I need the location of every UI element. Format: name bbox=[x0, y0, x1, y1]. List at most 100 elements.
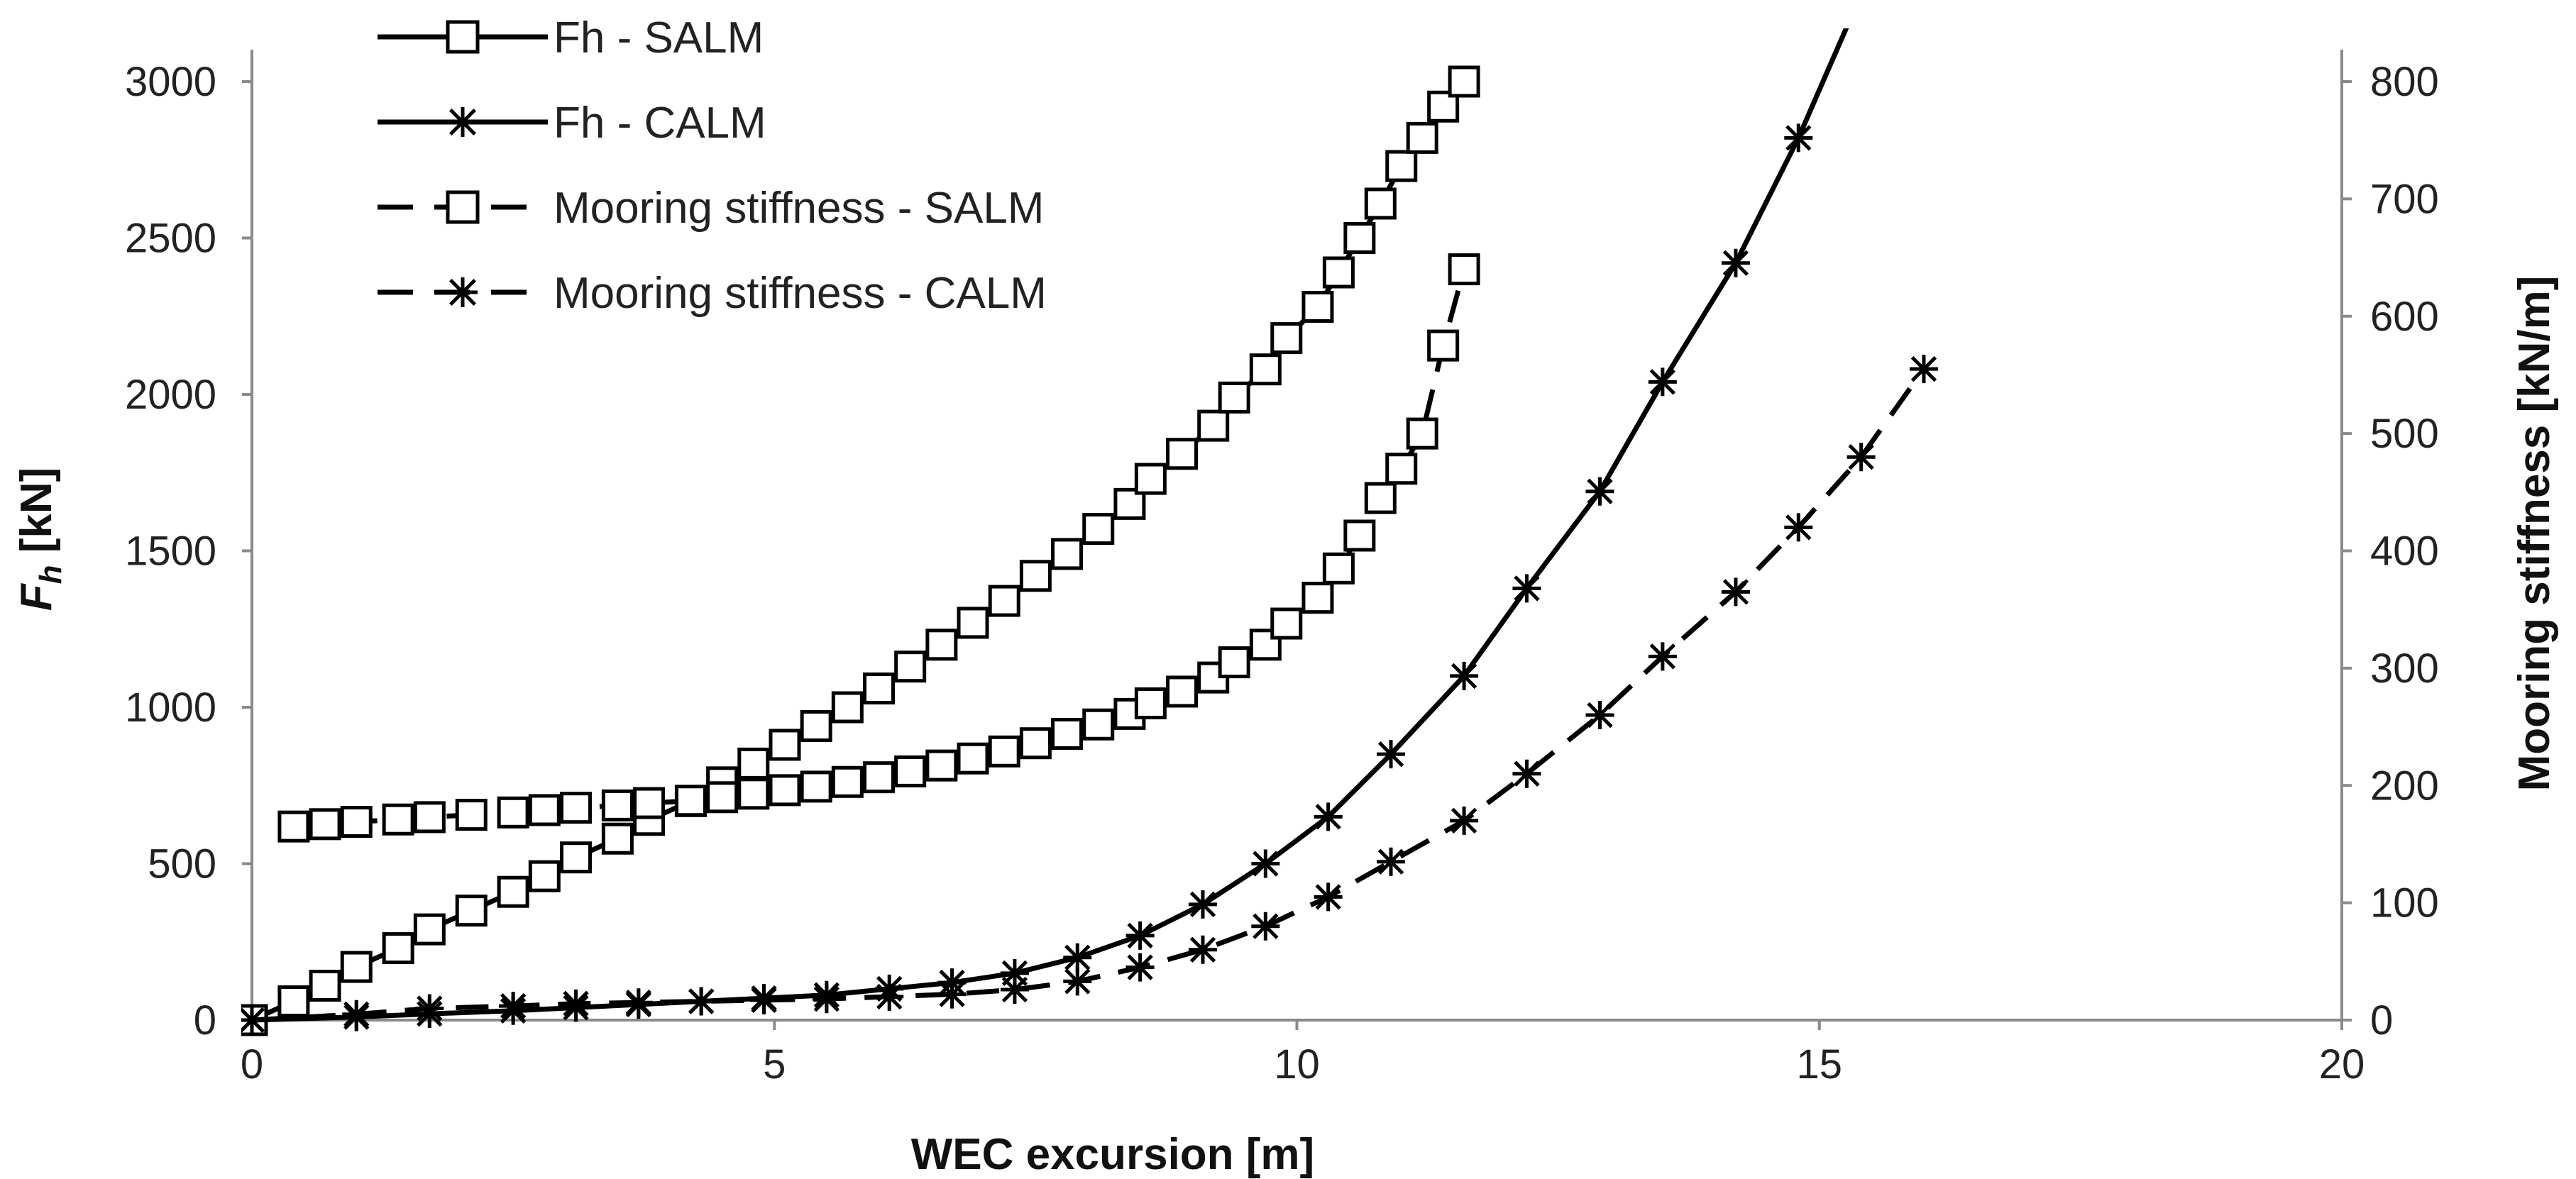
legend-label: Mooring stiffness - CALM bbox=[554, 269, 1047, 318]
data-point bbox=[1448, 65, 1480, 98]
data-point bbox=[1251, 849, 1280, 878]
data-point bbox=[633, 787, 666, 819]
legend-marker bbox=[448, 277, 478, 307]
data-point bbox=[455, 799, 488, 831]
data-point bbox=[340, 806, 373, 838]
x-axis-label: WEC excursion [m] bbox=[911, 1130, 1314, 1179]
y-left-label-main: F bbox=[12, 582, 61, 611]
series-layer bbox=[241, 0, 1938, 1036]
y-right-tick-label: 200 bbox=[2370, 763, 2439, 809]
data-point bbox=[415, 994, 444, 1023]
data-point bbox=[769, 729, 801, 761]
data-point bbox=[1019, 560, 1052, 592]
data-point bbox=[601, 789, 634, 821]
y-right-tick-label: 600 bbox=[2370, 294, 2439, 340]
data-point bbox=[1450, 661, 1479, 690]
data-point bbox=[1406, 121, 1438, 154]
data-point bbox=[1019, 727, 1052, 760]
data-point bbox=[1063, 943, 1092, 972]
data-point bbox=[499, 992, 528, 1021]
legend-label: Fh - SALM bbox=[554, 13, 764, 62]
data-point bbox=[277, 985, 310, 1018]
data-point bbox=[382, 932, 414, 965]
data-point bbox=[1648, 642, 1677, 671]
y-axis-right-label: Mooring stiffness [kN/m] bbox=[2510, 276, 2559, 792]
data-point bbox=[1847, 0, 1876, 9]
data-point bbox=[957, 742, 989, 775]
data-point bbox=[1051, 717, 1084, 750]
data-point bbox=[1166, 438, 1199, 470]
data-point bbox=[812, 985, 841, 1014]
data-point bbox=[1082, 708, 1115, 741]
legend-item: Mooring stiffness - SALM bbox=[378, 184, 1044, 233]
data-point bbox=[1249, 353, 1282, 386]
data-point bbox=[894, 755, 927, 787]
data-point bbox=[749, 985, 778, 1014]
x-tick-label: 15 bbox=[1796, 1041, 1842, 1087]
y-left-tick-label: 1500 bbox=[125, 528, 216, 575]
data-point bbox=[1385, 453, 1418, 485]
data-point bbox=[800, 709, 832, 742]
legend-marker bbox=[446, 20, 480, 54]
data-point bbox=[1385, 150, 1418, 182]
data-point bbox=[1188, 935, 1217, 964]
data-point bbox=[413, 801, 446, 834]
series-line bbox=[251, 367, 1926, 1023]
series-3 bbox=[241, 355, 1938, 1034]
data-point bbox=[1343, 519, 1376, 552]
data-point bbox=[863, 761, 895, 794]
data-point bbox=[925, 749, 958, 782]
data-point bbox=[1784, 123, 1813, 153]
data-point bbox=[624, 988, 653, 1017]
data-point bbox=[1218, 381, 1250, 414]
legend-marker bbox=[448, 107, 478, 137]
legend-item: Mooring stiffness - CALM bbox=[378, 269, 1047, 318]
y-right-tick-label: 700 bbox=[2370, 176, 2439, 222]
legend-item: Fh - CALM bbox=[378, 99, 766, 148]
data-point bbox=[863, 672, 895, 705]
x-tick-label: 0 bbox=[241, 1041, 263, 1087]
legend-label: Mooring stiffness - SALM bbox=[554, 184, 1044, 233]
data-point bbox=[1406, 417, 1438, 450]
data-point bbox=[1648, 367, 1677, 397]
data-point bbox=[674, 785, 707, 817]
data-point bbox=[601, 822, 634, 855]
data-point bbox=[1134, 463, 1167, 495]
y-right-tick-label: 500 bbox=[2370, 411, 2439, 457]
data-point bbox=[1585, 477, 1614, 506]
data-point bbox=[737, 777, 770, 810]
data-point bbox=[1364, 482, 1397, 514]
y-left-tick-label: 3000 bbox=[125, 59, 216, 105]
data-point bbox=[1427, 329, 1460, 362]
legend-item: Fh - SALM bbox=[378, 13, 764, 62]
svg-text:Fh [kN]: Fh [kN] bbox=[12, 467, 68, 611]
data-point bbox=[1585, 701, 1614, 730]
data-point bbox=[1000, 975, 1029, 1004]
data-point bbox=[1343, 222, 1376, 254]
data-point bbox=[800, 770, 832, 803]
data-point bbox=[413, 913, 446, 946]
y-left-tick-label: 2000 bbox=[125, 372, 216, 418]
data-point bbox=[1301, 582, 1334, 614]
data-point bbox=[1364, 187, 1397, 220]
data-point bbox=[1784, 513, 1813, 542]
y-left-ticks: 0 500 1000 1500 2000 2500 3000 bbox=[125, 59, 252, 1044]
y-right-tick-label: 400 bbox=[2370, 528, 2439, 575]
y-left-tick-label: 0 bbox=[194, 997, 216, 1044]
series-line bbox=[251, 28, 1849, 1023]
data-point bbox=[769, 774, 801, 807]
x-tick-label: 10 bbox=[1274, 1041, 1320, 1087]
data-point bbox=[988, 735, 1020, 768]
data-point bbox=[937, 980, 967, 1009]
y-left-tick-label: 2500 bbox=[125, 216, 216, 262]
data-point bbox=[528, 860, 561, 892]
data-point bbox=[1063, 967, 1092, 996]
legend-marker bbox=[446, 190, 480, 224]
data-point bbox=[1448, 253, 1480, 286]
data-point bbox=[1721, 577, 1750, 607]
data-point bbox=[1314, 882, 1343, 912]
data-point bbox=[309, 969, 341, 1002]
data-point bbox=[1000, 958, 1029, 987]
y-left-tick-label: 1000 bbox=[125, 685, 216, 731]
x-tick-label: 20 bbox=[2319, 1041, 2365, 1087]
